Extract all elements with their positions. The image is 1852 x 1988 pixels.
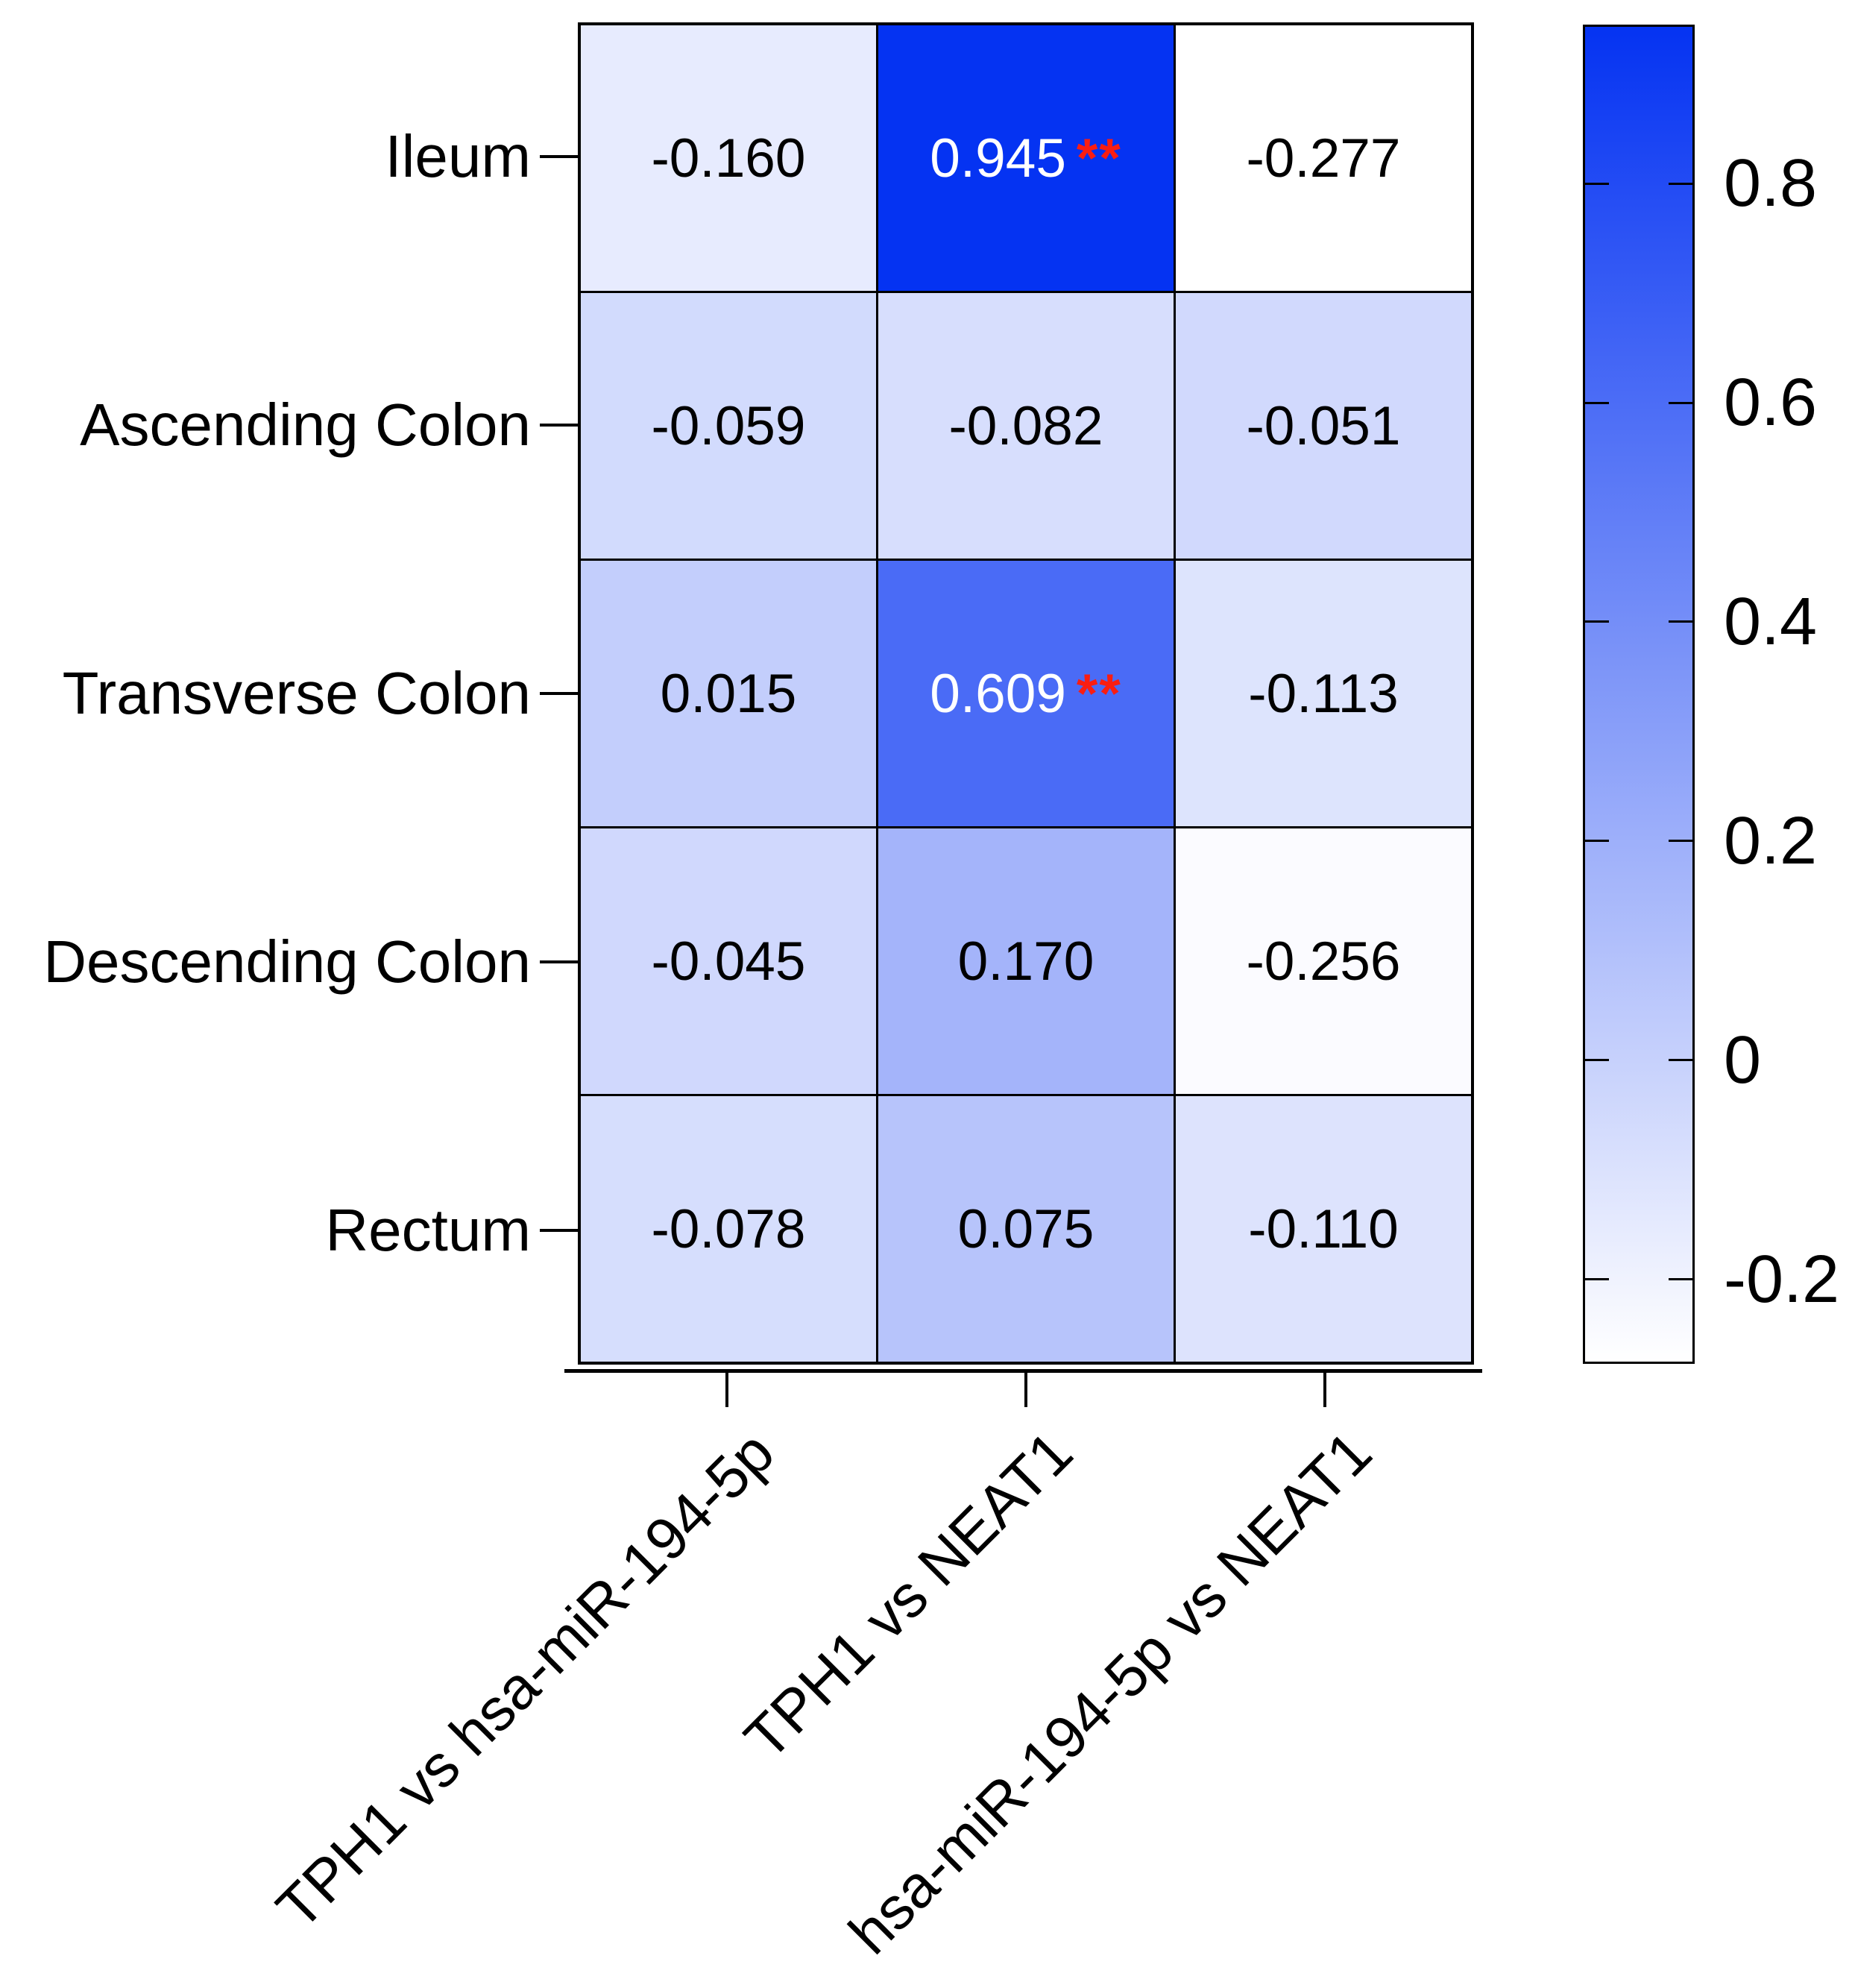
colorbar-tick-left [1585,1278,1609,1281]
heatmap-cell: -0.113 [1176,561,1471,826]
cell-value: -0.160 [651,128,806,189]
heatmap-cell: -0.078 [581,1096,876,1362]
cell-value: 0.075 [957,1198,1094,1259]
cell-value: -0.113 [1248,663,1399,724]
colorbar-tick-right [1669,1059,1692,1062]
colorbar-tick-left [1585,1059,1609,1062]
heatmap-cell: -0.160 [581,25,876,291]
heatmap-cell: 0.170 [878,828,1174,1094]
heatmap-cell: 0.945 ** [878,25,1174,291]
cell-value: -0.051 [1246,395,1401,456]
cell-value: 0.609 [930,663,1066,724]
heatmap-cell: -0.059 [581,293,876,559]
x-axis-label: hsa-miR-194-5p vs NEAT1 [836,1418,1385,1967]
y-axis-label: Ascending Colon [80,391,531,458]
colorbar-tick-label: 0.6 [1724,365,1818,441]
colorbar-tick-right [1669,401,1692,404]
heatmap-grid: -0.160 0.945 ** -0.277 -0.059 -0.082 -0.051 0.0… [578,22,1474,1365]
cell-value: -0.256 [1246,931,1401,992]
cell-value: -0.045 [651,931,806,992]
significance-stars: ** [1076,663,1122,724]
cell-value: -0.078 [651,1198,806,1259]
x-axis-label: TPH1 vs NEAT1 [731,1418,1086,1772]
colorbar-tick-label: -0.2 [1724,1242,1840,1317]
cell-value: -0.110 [1248,1198,1399,1259]
y-axis-label: Rectum [325,1197,531,1263]
colorbar-tick-right [1669,840,1692,843]
colorbar-tick-left [1585,182,1609,185]
colorbar-tick-right [1669,620,1692,623]
x-axis-tick [725,1373,729,1407]
colorbar-tick-left [1585,620,1609,623]
cell-value: -0.277 [1246,128,1401,189]
cell-value: 0.945 [930,128,1066,189]
heatmap-cell: -0.110 [1176,1096,1471,1362]
y-axis-tick [540,960,578,963]
colorbar-tick-left [1585,401,1609,404]
heatmap-cell: 0.609 ** [878,561,1174,826]
y-axis-label: Descending Colon [43,928,531,995]
y-axis-label: Ileum [385,123,531,189]
y-axis-tick [540,424,578,427]
heatmap-cell: -0.082 [878,293,1174,559]
heatmap-cell: -0.051 [1176,293,1471,559]
x-axis-line [564,1369,1482,1373]
x-axis-tick [1323,1373,1326,1407]
x-axis-tick [1024,1373,1027,1407]
y-axis-label: Transverse Colon [62,660,531,726]
colorbar-tick-left [1585,840,1609,843]
colorbar-tick-label: 0.2 [1724,803,1818,878]
significance-stars: ** [1076,128,1122,189]
colorbar-tick-right [1669,182,1692,185]
cell-value: -0.082 [948,395,1103,456]
y-axis-tick [540,155,578,158]
colorbar-gradient [1583,25,1695,1364]
colorbar-tick-label: 0 [1724,1022,1762,1098]
cell-value: 0.015 [660,663,797,724]
y-axis-tick [540,692,578,695]
heatmap-cell: -0.256 [1176,828,1471,1094]
cell-value: -0.059 [651,395,806,456]
x-axis-label: TPH1 vs hsa-miR-194-5p [263,1418,787,1942]
heatmap-cell: -0.045 [581,828,876,1094]
heatmap-cell: 0.075 [878,1096,1174,1362]
heatmap-cell: -0.277 [1176,25,1471,291]
colorbar-tick-right [1669,1278,1692,1281]
y-axis-tick [540,1229,578,1232]
colorbar-tick-label: 0.8 [1724,146,1818,221]
colorbar-tick-label: 0.4 [1724,584,1818,659]
cell-value: 0.170 [957,931,1094,992]
heatmap-cell: 0.015 [581,561,876,826]
